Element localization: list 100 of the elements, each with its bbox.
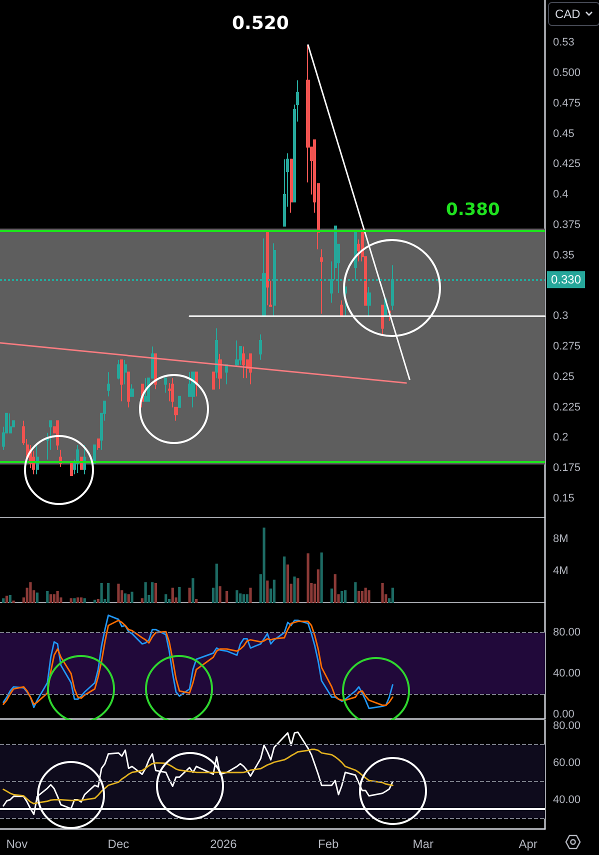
y-tick-label: 0.475 — [553, 97, 581, 110]
bar — [52, 594, 56, 603]
bar — [80, 597, 83, 603]
y-tick-label: 0.500 — [553, 66, 581, 79]
bar — [117, 584, 120, 603]
bar — [2, 598, 5, 603]
bar — [100, 582, 103, 603]
candlestick — [107, 372, 110, 397]
bar — [5, 596, 8, 603]
y-tick-label: 0.175 — [553, 462, 581, 474]
candlestick — [76, 444, 79, 474]
candlestick — [367, 286, 371, 317]
candlestick — [381, 304, 384, 335]
bar — [130, 592, 134, 603]
bar — [226, 590, 228, 603]
y-tick-label: 40.00 — [553, 794, 581, 806]
bar — [218, 586, 222, 603]
y-tick-label: 0.375 — [553, 218, 581, 231]
candlestick — [120, 359, 123, 402]
ref-line-label: 0.330 — [551, 272, 582, 287]
bar — [215, 564, 218, 603]
candlestick — [127, 372, 130, 408]
y-tick-label: 0.45 — [553, 128, 574, 140]
candlestick — [144, 378, 147, 402]
y-tick-label: 8M — [553, 532, 568, 545]
bar — [46, 590, 49, 603]
bar — [93, 600, 96, 603]
bar — [8, 594, 12, 603]
bar — [195, 598, 198, 603]
y-tick-label: 0.4 — [553, 188, 568, 201]
y-tick-label: 0.275 — [553, 340, 581, 353]
bar — [124, 593, 127, 603]
x-tick-label: Feb — [318, 837, 340, 851]
bar — [266, 580, 269, 603]
candlestick — [83, 444, 86, 475]
y-tick-label: 0.225 — [553, 401, 581, 414]
bar — [330, 588, 334, 603]
annotation: 0.380 — [446, 200, 500, 220]
y-tick-label: 0.3 — [553, 310, 568, 322]
bar — [272, 580, 276, 603]
bar — [296, 578, 300, 603]
candlestick — [9, 412, 12, 434]
bar — [360, 590, 364, 603]
y-tick-label: 80.00 — [553, 626, 581, 639]
candlestick — [290, 158, 293, 214]
y-tick-label: 40.00 — [553, 668, 581, 680]
y-tick-label: 0.2 — [553, 432, 568, 444]
bar — [334, 574, 336, 603]
bar — [36, 592, 39, 603]
bar — [306, 553, 310, 603]
bar — [127, 594, 130, 603]
candlestick — [117, 359, 120, 380]
y-tick-label: 60.00 — [553, 757, 581, 770]
bar — [320, 552, 323, 603]
bar — [239, 593, 242, 603]
candlestick — [340, 300, 343, 317]
bar — [316, 569, 320, 603]
bar — [283, 556, 286, 603]
candlestick — [70, 462, 73, 476]
bar — [242, 594, 246, 603]
candlestick — [259, 334, 262, 360]
line-series — [2, 748, 394, 804]
candlestick — [36, 444, 39, 475]
bar — [192, 578, 194, 603]
candlestick — [124, 359, 127, 385]
x-tick-label: Nov — [6, 837, 28, 851]
candlestick — [191, 372, 195, 408]
x-tick-label: Apr — [518, 837, 538, 851]
y-tick-label: 80.00 — [553, 720, 581, 732]
bar — [29, 582, 32, 603]
x-tick-label: Mar — [412, 837, 434, 851]
y-tick-label: 0.15 — [553, 492, 574, 505]
bar — [154, 582, 158, 603]
bar — [107, 582, 110, 603]
x-tick-label: 2026 — [210, 837, 238, 851]
candlestick — [249, 353, 252, 385]
candlestick — [212, 372, 215, 390]
candlestick — [130, 384, 134, 397]
bar — [151, 582, 154, 603]
bar — [236, 590, 238, 603]
bar — [364, 588, 367, 603]
candlestick — [242, 346, 245, 379]
bar — [344, 590, 347, 603]
bar — [358, 590, 360, 603]
bar — [76, 597, 80, 603]
bar — [381, 582, 384, 603]
candlestick — [97, 438, 100, 450]
bar — [96, 598, 100, 603]
candlestick — [56, 420, 59, 450]
bar — [83, 598, 86, 603]
annotation: 0.520 — [232, 13, 289, 34]
bar — [178, 586, 181, 603]
bar — [354, 582, 357, 603]
y-tick-label: 0.425 — [553, 158, 581, 170]
y-tick-label: 0.00 — [553, 708, 574, 720]
x-tick-label: Dec — [108, 837, 130, 851]
bar — [164, 594, 168, 603]
bar — [73, 598, 76, 603]
bar — [293, 576, 296, 603]
bar — [140, 598, 144, 603]
